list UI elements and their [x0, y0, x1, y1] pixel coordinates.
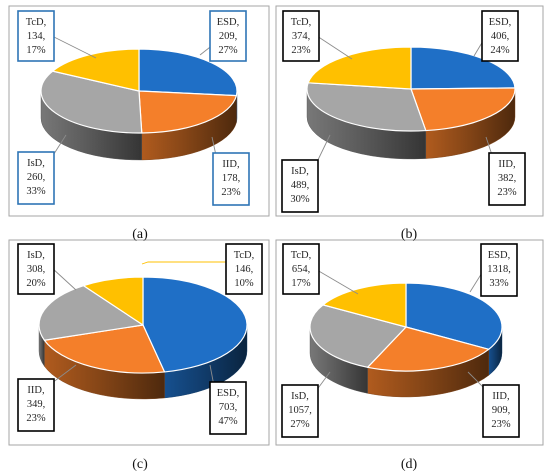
data-label-box-esd: [209, 381, 247, 435]
data-label-isd-pct: 30%: [290, 194, 310, 205]
data-label-esd-value: 1318,: [487, 264, 511, 275]
data-label-isd-name: IsD,: [291, 391, 309, 402]
data-label-iid-pct: 23%: [26, 413, 46, 424]
pie-slice-esd: [138, 48, 238, 97]
data-label-tcd-name: TcD,: [26, 17, 47, 28]
data-label-esd-value: 703,: [219, 402, 237, 413]
data-label-iid-value: 909,: [492, 405, 510, 416]
data-label-iid-name: IID,: [492, 391, 509, 402]
pie-slice-iid: [410, 87, 516, 132]
data-label-box-tcd: [282, 10, 320, 62]
data-label-tcd-value: 654,: [292, 264, 310, 275]
panel-a: ESD, 209, 27% IID, 178, 23% IsD, 260, 33% TcD, 134…: [8, 5, 270, 217]
leader-line-tcd: [316, 35, 353, 60]
data-label-tcd-value: 374,: [292, 31, 310, 42]
pie-slice-iid: [43, 324, 166, 374]
data-label-isd-value: 1057,: [288, 405, 312, 416]
data-label-iid-value: 382,: [498, 173, 516, 184]
caption-a: (a): [132, 227, 148, 242]
pie-slice-isd: [306, 82, 427, 132]
data-label-box-tcd: [225, 243, 263, 295]
panel-d: ESD, 1318, 33% IID, 909, 23% IsD, 1057, 27% TcD, 6…: [275, 239, 544, 446]
leader-line-isd: [315, 134, 331, 165]
data-label-box-iid: [212, 152, 250, 206]
data-label-box-tcd: [282, 243, 320, 295]
data-label-iid-name: IID,: [27, 385, 44, 396]
data-label-isd-pct: 33%: [26, 186, 46, 197]
data-label-iid-name: IID,: [222, 159, 239, 170]
data-label-esd-pct: 47%: [218, 416, 238, 427]
data-label-esd-value: 406,: [491, 31, 509, 42]
pie-slice-isd: [40, 70, 143, 134]
leader-line-tcd: [141, 261, 226, 265]
data-label-esd-pct: 33%: [489, 278, 509, 289]
data-label-isd-name: IsD,: [27, 158, 45, 169]
data-label-box-iid: [17, 378, 55, 432]
data-label-tcd-pct: 10%: [234, 278, 254, 289]
data-label-esd-pct: 24%: [490, 45, 510, 56]
leader-line-iid: [51, 364, 77, 384]
caption-b: (b): [401, 227, 418, 242]
data-label-isd-pct: 27%: [290, 419, 310, 430]
data-label-isd-value: 489,: [291, 180, 309, 191]
data-label-esd-name: ESD,: [488, 250, 510, 261]
data-label-tcd-value: 146,: [235, 264, 253, 275]
data-label-esd-pct: 27%: [218, 45, 238, 56]
data-label-tcd-name: TcD,: [291, 17, 312, 28]
data-label-isd-value: 308,: [27, 264, 45, 275]
data-label-box-isd: [281, 384, 319, 438]
data-label-esd-name: ESD,: [489, 17, 511, 28]
panel-c: ESD, 703, 47% IID, 349, 23% IsD, 308, 20% TcD, 146…: [8, 239, 270, 446]
data-label-tcd-name: TcD,: [291, 250, 312, 261]
data-label-box-isd: [17, 151, 55, 205]
data-label-esd-value: 209,: [219, 31, 237, 42]
caption-d: (d): [401, 457, 418, 472]
pie-slice-iid: [138, 90, 238, 134]
data-label-isd-name: IsD,: [27, 250, 45, 261]
data-label-iid-pct: 23%: [497, 187, 517, 198]
data-label-box-tcd: [17, 10, 55, 62]
data-label-tcd-value: 134,: [27, 31, 45, 42]
data-label-tcd-pct: 17%: [291, 278, 311, 289]
caption-c: (c): [132, 457, 148, 472]
panel-b: ESD, 406, 24% IID, 382, 23% IsD, 489, 30% TcD, 374…: [275, 5, 544, 217]
pie-slice-isd: [309, 304, 407, 368]
data-label-box-esd: [481, 10, 519, 62]
pie-slice-tcd: [52, 48, 140, 92]
data-label-iid-value: 178,: [222, 173, 240, 184]
leader-line-tcd: [51, 35, 97, 59]
data-label-box-isd: [281, 159, 319, 213]
pie-slice-esd: [142, 276, 248, 373]
data-label-iid-value: 349,: [27, 399, 45, 410]
pie-slice-tcd: [322, 282, 407, 328]
data-label-box-isd: [17, 243, 55, 295]
pie-slice-tcd: [307, 46, 412, 90]
data-label-tcd-pct: 17%: [26, 45, 46, 56]
data-label-esd-name: ESD,: [217, 388, 239, 399]
data-label-isd-value: 260,: [27, 172, 45, 183]
data-label-box-iid: [488, 152, 526, 206]
data-label-isd-name: IsD,: [291, 166, 309, 177]
leader-line-tcd: [316, 269, 359, 295]
pie-slice-tcd: [82, 276, 144, 326]
data-label-isd-pct: 20%: [26, 278, 46, 289]
data-label-box-esd: [480, 243, 518, 297]
data-label-tcd-name: TcD,: [234, 250, 255, 261]
data-label-box-esd: [209, 10, 247, 62]
leader-line-isd: [51, 267, 77, 291]
data-label-iid-pct: 23%: [491, 419, 511, 430]
pie-slice-iid: [366, 326, 490, 372]
data-label-esd-name: ESD,: [217, 17, 239, 28]
pie-slice-esd: [405, 282, 503, 350]
data-label-iid-name: IID,: [498, 159, 515, 170]
data-label-box-iid: [482, 384, 520, 438]
data-label-tcd-pct: 23%: [291, 45, 311, 56]
data-label-iid-pct: 23%: [221, 187, 241, 198]
